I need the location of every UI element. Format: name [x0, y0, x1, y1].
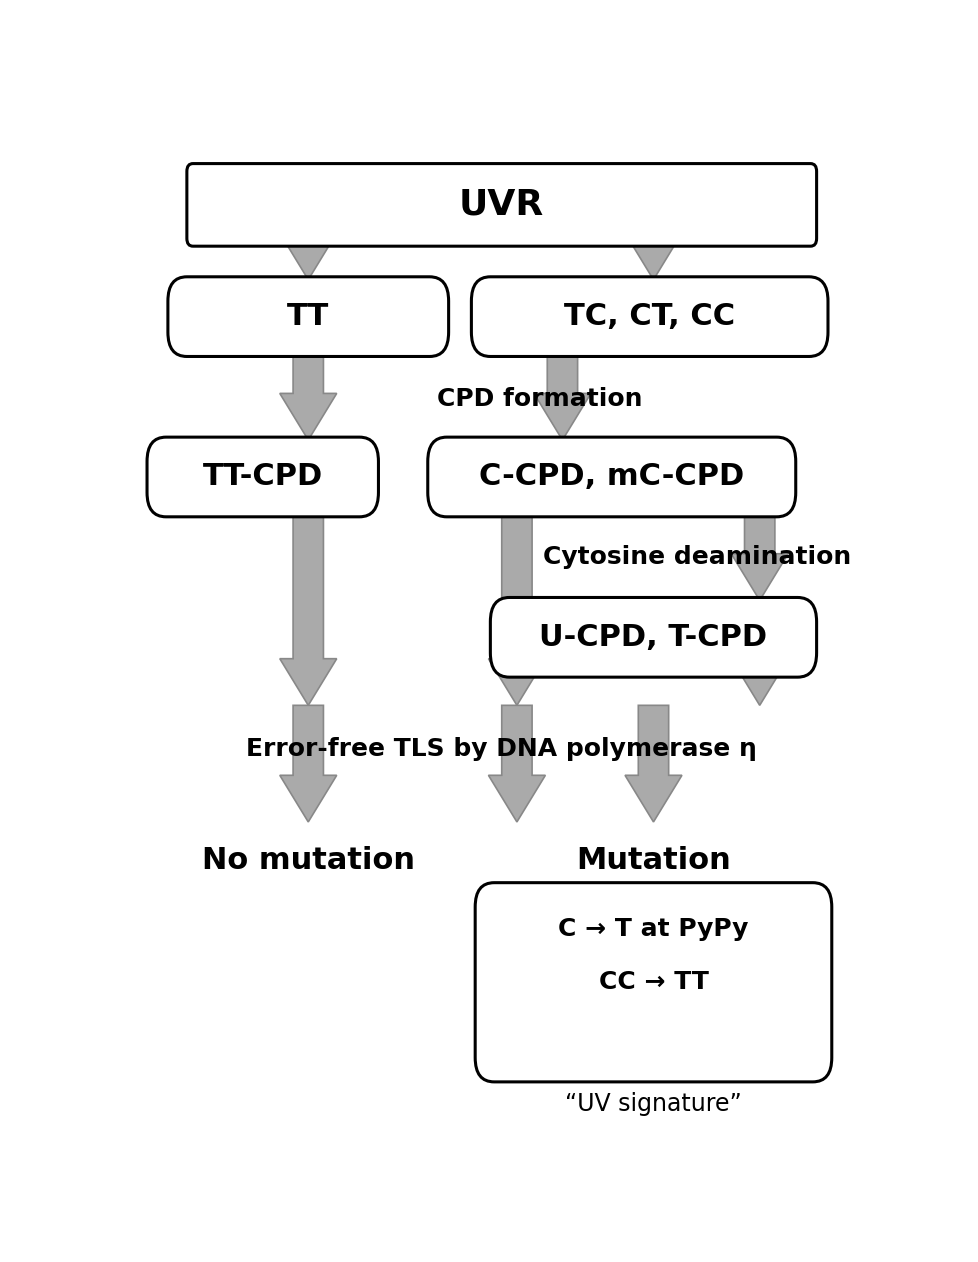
FancyBboxPatch shape: [168, 276, 448, 356]
Polygon shape: [280, 512, 336, 705]
Text: TT: TT: [287, 302, 329, 331]
Polygon shape: [280, 233, 336, 280]
Polygon shape: [731, 659, 787, 705]
FancyBboxPatch shape: [187, 164, 816, 246]
Text: UVR: UVR: [459, 188, 544, 222]
Text: CC → TT: CC → TT: [598, 970, 708, 994]
Text: Cytosine deamination: Cytosine deamination: [542, 545, 850, 569]
Text: U-CPD, T-CPD: U-CPD, T-CPD: [539, 623, 767, 651]
Text: C-CPD, mC-CPD: C-CPD, mC-CPD: [478, 462, 743, 491]
Polygon shape: [280, 352, 336, 440]
Polygon shape: [624, 233, 682, 280]
FancyBboxPatch shape: [490, 597, 816, 678]
Text: Mutation: Mutation: [575, 847, 731, 876]
Polygon shape: [731, 512, 787, 601]
Text: TC, CT, CC: TC, CT, CC: [563, 302, 734, 331]
Polygon shape: [488, 512, 545, 705]
Text: CPD formation: CPD formation: [437, 387, 643, 411]
FancyBboxPatch shape: [474, 882, 831, 1082]
Polygon shape: [488, 705, 545, 822]
Polygon shape: [624, 705, 682, 822]
Polygon shape: [280, 705, 336, 822]
Text: C → T at PyPy: C → T at PyPy: [557, 917, 748, 941]
FancyBboxPatch shape: [427, 437, 795, 517]
Polygon shape: [533, 352, 591, 440]
FancyBboxPatch shape: [147, 437, 378, 517]
Text: Error-free TLS by DNA polymerase η: Error-free TLS by DNA polymerase η: [246, 737, 756, 761]
Text: No mutation: No mutation: [201, 847, 415, 876]
FancyBboxPatch shape: [470, 276, 827, 356]
Text: TT-CPD: TT-CPD: [202, 462, 323, 491]
Text: “UV signature”: “UV signature”: [564, 1092, 741, 1116]
